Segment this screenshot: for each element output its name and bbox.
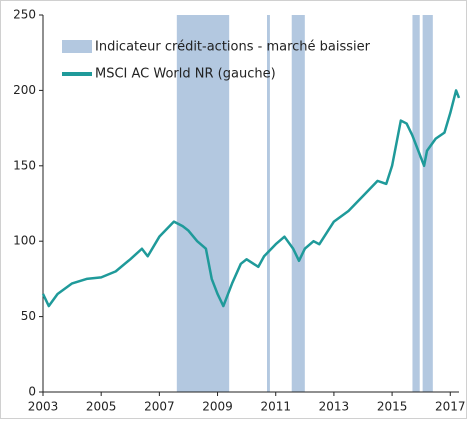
x-tick-label: 2015	[377, 400, 408, 414]
x-tick-label: 2017	[435, 400, 466, 414]
y-tick-label: 150	[13, 158, 36, 172]
x-tick-label: 2005	[86, 400, 117, 414]
y-tick-label: 250	[13, 8, 36, 22]
legend-label: Indicateur crédit-actions - marché baiss…	[95, 40, 371, 55]
x-tick-label: 2007	[144, 400, 175, 414]
shaded-region	[267, 15, 270, 392]
x-tick-label: 2009	[202, 400, 233, 414]
x-tick-label: 2003	[28, 400, 59, 414]
shaded-region	[422, 15, 433, 392]
legend-label: MSCI AC World NR (gauche)	[95, 67, 276, 82]
shaded-region	[412, 15, 420, 392]
y-tick-label: 200	[13, 83, 36, 97]
line	[41, 89, 461, 308]
y-tick-label: 50	[21, 309, 36, 323]
x-tick-label: 2013	[319, 400, 350, 414]
y-tick-label: 0	[28, 385, 36, 399]
x-tick-label: 2011	[260, 400, 291, 414]
legend-swatch	[62, 40, 92, 53]
y-tick-label: 100	[13, 234, 36, 248]
shaded-region	[291, 15, 305, 392]
shaded-region	[176, 15, 230, 392]
